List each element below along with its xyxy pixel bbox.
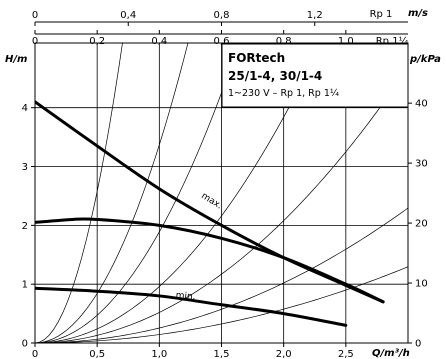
system-curve-4 [35, 67, 408, 343]
y-right-tick-label-1: 10 [415, 279, 428, 290]
top-rp114-tick-label-4: 0,8 [276, 36, 292, 47]
y-left-tick-label-4: 4 [22, 103, 28, 114]
y-axis-left-label: H/m [5, 54, 27, 65]
x-tick-label-1: 0,5 [89, 349, 105, 359]
top-axis-label: m/s [408, 8, 428, 19]
chart-subtitle: 25/1-4, 30/1-4 [228, 69, 322, 83]
top-rp1-tick-label-2: 0,8 [214, 10, 230, 21]
chart-title: FORtech [228, 51, 285, 65]
y-right-tick-label-2: 20 [415, 219, 428, 230]
y-left-tick-label-1: 1 [22, 280, 28, 291]
system-curve-0 [35, 43, 123, 343]
system-curve-3 [35, 43, 322, 343]
system-curve-1 [35, 43, 189, 343]
system-curve-5 [35, 207, 408, 343]
top-rp1-tick-label-1: 0,4 [120, 10, 136, 21]
top-rp1-tick-label-3: 1,2 [307, 10, 323, 21]
y-axis-right-label: p/kPa [409, 54, 441, 65]
chart-note: 1~230 V – Rp 1, Rp 1¼ [228, 88, 339, 99]
y-right-tick-label-4: 40 [415, 99, 428, 110]
y-right-tick-label-3: 30 [415, 159, 428, 170]
top-rp114-tick-label-2: 0,4 [151, 36, 167, 47]
y-left-tick-label-0: 0 [22, 339, 28, 350]
top-rp1-tick-label-0: 0 [32, 10, 38, 21]
y-left-tick-label-3: 3 [22, 162, 28, 173]
system-curve-6 [35, 266, 408, 343]
top-rp114-tick-label-1: 0,2 [89, 36, 105, 47]
y-left-tick-label-2: 2 [22, 221, 28, 232]
top-rp114-tick-label-5: 1,0 [338, 36, 354, 47]
x-tick-label-4: 2,0 [276, 349, 292, 359]
x-tick-label-2: 1,0 [151, 349, 167, 359]
x-tick-label-5: 2,5 [338, 349, 354, 359]
x-tick-label-3: 1,5 [214, 349, 230, 359]
pump-curve-1 [35, 217, 385, 304]
x-axis-label: Q/m³/h [372, 348, 410, 359]
top-rp114-tick-label-0: 0 [32, 36, 38, 47]
top-rp114-tick-label-3: 0,6 [214, 36, 230, 47]
x-tick-label-0: 0 [32, 349, 38, 359]
pump-curve-2 [35, 286, 348, 327]
y-right-tick-label-0: 0 [415, 339, 421, 350]
curve-label-max: max. [199, 191, 223, 211]
legend-box [221, 43, 409, 108]
top-axis-rp1-name: Rp 1 [370, 9, 393, 20]
curve-label-min: min. [175, 291, 196, 303]
